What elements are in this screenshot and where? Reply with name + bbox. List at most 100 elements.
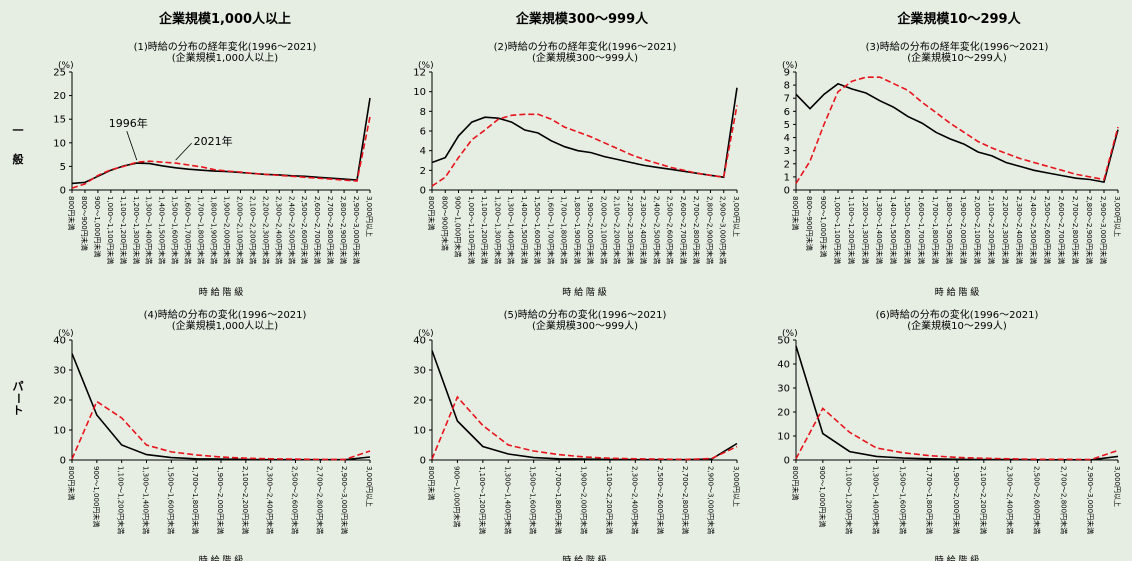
x-tick-label: 1,600～1,700円未満	[546, 196, 555, 264]
chart-title: (企業規模1,000人以上)	[172, 51, 279, 64]
y-tick-label: 40	[413, 336, 426, 347]
x-tick-label: 2,100～2,200円未満	[987, 196, 996, 264]
x-tick-label: 800～900円未満	[440, 196, 449, 251]
y-tick-label: 30	[53, 366, 66, 377]
annotation-1996: 1996年	[109, 116, 148, 130]
chart-title: (3)時給の分布の経年変化(1996～2021)	[866, 40, 1049, 53]
x-tick-label: 1,900～2,000円未満	[586, 196, 595, 264]
chart-title: (2)時給の分布の経年変化(1996～2021)	[494, 40, 677, 53]
x-tick-label: 800円未満	[427, 466, 436, 500]
chart-4: (4)時給の分布の変化(1996～2021)(企業規模1,000人以上) (%) 0…	[53, 308, 374, 561]
x-tick-label: 900～1,000円未満	[93, 196, 102, 257]
x-tick-label: 1,700～1,800円未満	[191, 466, 200, 534]
group-title-300-999: 企業規模300～999人	[515, 12, 649, 27]
x-tick-label: 1,200～1,300円未満	[493, 196, 502, 264]
x-tick-label: 1,000～1,100円未満	[106, 196, 115, 264]
series-line-2021	[795, 76, 1119, 184]
x-tick-label: 2,300～2,400円未満	[639, 196, 648, 264]
x-tick-label: 2,700～2,800円未満	[326, 196, 335, 264]
chart-title: (1)時給の分布の経年変化(1996～2021)	[134, 40, 317, 53]
x-tick-label: 2,500～2,600円未満	[666, 196, 675, 264]
x-tick-label: 800円未満	[427, 196, 436, 230]
chart-title: (4)時給の分布の変化(1996～2021)	[144, 308, 307, 321]
y-tick-label: 40	[777, 360, 790, 371]
chart-3: (3)時給の分布の経年変化(1996～2021)(企業規模10～299人) (%)…	[782, 40, 1122, 298]
x-tick-label: 1,900～2,000円未満	[222, 196, 231, 264]
x-tick-label: 800円未満	[791, 196, 800, 230]
y-axis-unit-label: (%)	[782, 329, 798, 339]
x-tick-label: 2,400～2,500円未満	[287, 196, 296, 264]
series-line-1996	[795, 345, 1119, 461]
row-label-part-char: ト	[12, 404, 24, 417]
x-tick-label: 2,500～2,600円未満	[300, 196, 309, 264]
x-tick-label: 2,200～2,300円未満	[1001, 196, 1010, 264]
x-tick-label: 2,700～2,800円未満	[692, 196, 701, 264]
x-tick-label: 1,700～1,800円未満	[925, 466, 934, 534]
x-tick-label: 2,900～3,000円未満	[719, 196, 728, 264]
x-tick-label: 1,100～1,200円未満	[480, 196, 489, 264]
x-tick-label: 900～1,000円未満	[452, 466, 461, 527]
series-line-1996	[431, 350, 738, 461]
x-tick-label: 1,600～1,700円未満	[184, 196, 193, 264]
x-tick-label: 1,700～1,800円未満	[197, 196, 206, 264]
x-axis-label: 時 給 階 級	[562, 554, 607, 561]
chart-title: (企業規模10～299人)	[907, 319, 1007, 332]
x-tick-label: 1,200～1,300円未満	[861, 196, 870, 264]
y-axis-unit-label: (%)	[418, 329, 434, 339]
x-tick-label: 2,900～3,000円未満	[340, 466, 349, 534]
x-tick-label: 800円未満	[791, 466, 800, 500]
x-tick-label: 1,000～1,100円未満	[467, 196, 476, 264]
x-tick-label: 1,800～1,900円未満	[573, 196, 582, 264]
x-tick-label: 1,800～1,900円未満	[945, 196, 954, 264]
y-tick-label: 6	[420, 127, 426, 138]
x-tick-label: 2,900～3,000円未満	[1099, 196, 1108, 264]
row-label-ippan-char: 般	[12, 153, 24, 166]
row-label-part-char: ー	[12, 393, 25, 404]
y-tick-label: 0	[420, 186, 426, 197]
x-tick-label: 2,500～2,600円未満	[291, 466, 300, 534]
row-label-part: パ ー ト	[8, 380, 28, 417]
x-tick-label: 2,500～2,600円未満	[656, 466, 665, 534]
x-tick-label: 3,000円以上	[1113, 196, 1122, 237]
x-tick-label: 2,900～3,000円未満	[707, 466, 716, 534]
x-tick-label: 800～900円未満	[805, 196, 814, 251]
x-tick-label: 1,900～2,000円未満	[952, 466, 961, 534]
x-tick-label: 2,800～2,900円未満	[339, 196, 348, 264]
y-tick-label: 7	[784, 94, 790, 105]
x-tick-label: 1,300～1,400円未満	[145, 196, 154, 264]
x-tick-label: 2,600～2,700円未満	[313, 196, 322, 264]
y-tick-label: 20	[413, 396, 426, 407]
x-tick-label: 1,900～2,000円未満	[580, 466, 589, 534]
x-tick-label: 1,400～1,500円未満	[889, 196, 898, 264]
series-line-2021	[71, 116, 371, 189]
x-axis-label: 時 給 階 級	[935, 554, 980, 561]
y-tick-label: 10	[53, 138, 66, 149]
x-tick-label: 1,300～1,400円未満	[503, 466, 512, 534]
series-line-2021	[431, 395, 738, 461]
x-tick-label: 2,300～2,400円未満	[1015, 196, 1024, 264]
x-tick-label: 3,000円以上	[732, 196, 741, 237]
x-tick-label: 1,200～1,300円未満	[132, 196, 141, 264]
y-tick-label: 20	[777, 408, 790, 419]
chart-title: (企業規模300～999人)	[532, 319, 638, 332]
y-tick-label: 10	[777, 432, 790, 443]
y-tick-label: 9	[784, 68, 790, 79]
x-tick-label: 2,400～2,500円未満	[652, 196, 661, 264]
y-tick-label: 10	[413, 426, 426, 437]
x-tick-label: 2,100～2,200円未満	[248, 196, 257, 264]
chart-title: (6)時給の分布の変化(1996～2021)	[876, 308, 1039, 321]
x-tick-label: 3,000円以上	[732, 466, 741, 507]
x-tick-label: 1,600～1,700円未満	[917, 196, 926, 264]
group-title-10-299: 企業規模10～299人	[897, 12, 1021, 27]
x-tick-label: 2,300～2,400円未満	[630, 466, 639, 534]
chart-title: (企業規模1,000人以上)	[172, 319, 279, 332]
y-tick-label: 0	[784, 186, 790, 197]
x-tick-label: 2,300～2,400円未満	[1006, 466, 1015, 534]
x-tick-label: 800円未満	[67, 466, 76, 500]
x-tick-label: 2,900～3,000円未満	[352, 196, 361, 264]
x-tick-label: 1,800～1,900円未満	[210, 196, 219, 264]
x-tick-label: 1,100～1,200円未満	[845, 466, 854, 534]
y-tick-label: 0	[420, 456, 426, 467]
y-tick-label: 6	[784, 107, 790, 118]
x-tick-label: 1,300～1,400円未満	[142, 466, 151, 534]
